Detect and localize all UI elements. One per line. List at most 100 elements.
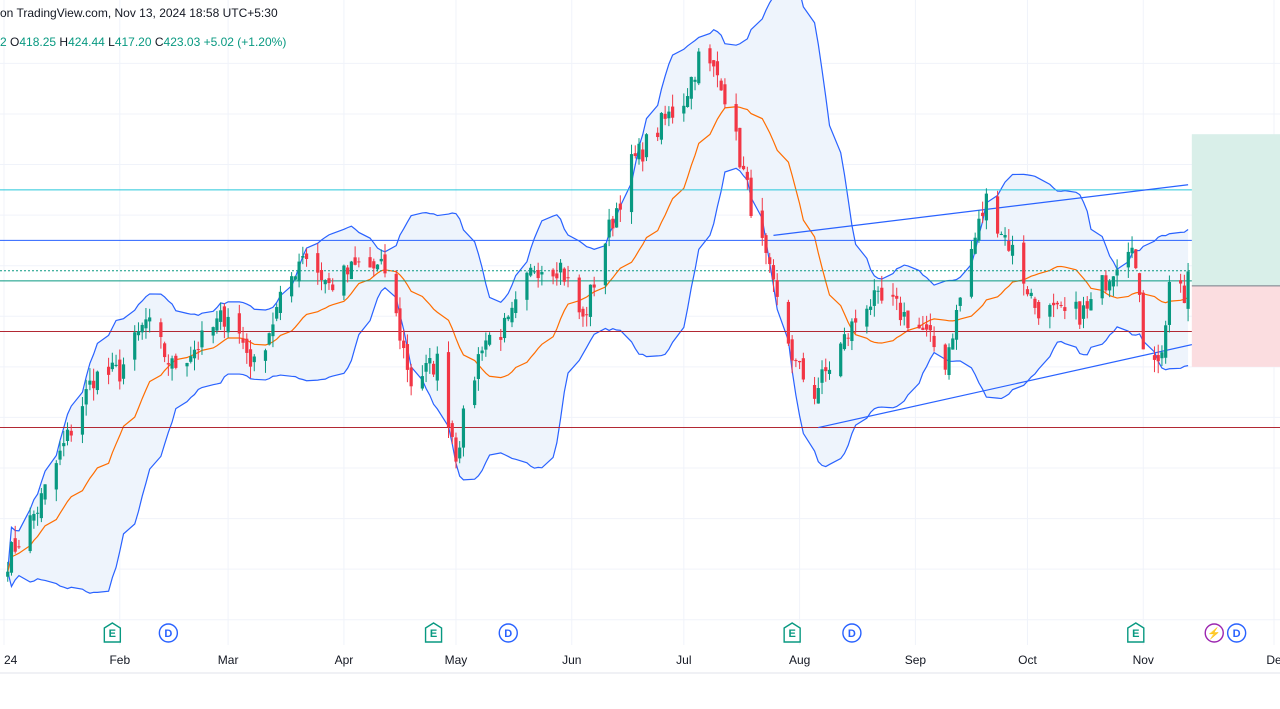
candle[interactable] [786, 299, 791, 346]
candle[interactable] [868, 299, 873, 316]
candle[interactable] [323, 279, 327, 294]
candle[interactable] [902, 302, 906, 326]
candle[interactable] [458, 441, 462, 464]
candle[interactable] [969, 240, 974, 299]
candle[interactable] [1130, 236, 1134, 259]
candle[interactable] [473, 376, 477, 409]
candle[interactable] [502, 312, 507, 343]
candle[interactable] [689, 76, 693, 110]
candle[interactable] [80, 397, 85, 444]
candle[interactable] [734, 93, 738, 141]
candle[interactable] [768, 252, 772, 273]
candle[interactable] [585, 306, 589, 327]
candle[interactable] [17, 539, 21, 549]
candle[interactable] [801, 352, 805, 383]
candle[interactable] [588, 284, 593, 327]
candle[interactable] [185, 362, 189, 377]
candle[interactable] [293, 275, 297, 281]
candle[interactable] [614, 202, 619, 228]
candle[interactable] [454, 432, 458, 469]
candle[interactable] [405, 334, 410, 383]
candle[interactable] [480, 346, 484, 361]
candle[interactable] [6, 561, 10, 582]
candle[interactable] [865, 305, 869, 334]
candle[interactable] [9, 541, 14, 576]
candle[interactable] [170, 355, 174, 381]
candle[interactable] [222, 303, 226, 339]
candle[interactable] [820, 360, 824, 395]
candle[interactable] [1055, 300, 1059, 310]
candle[interactable] [148, 308, 152, 333]
candle[interactable] [476, 347, 480, 391]
candle[interactable] [368, 247, 372, 268]
candle[interactable] [846, 333, 850, 347]
candle[interactable] [928, 313, 932, 342]
candle[interactable] [951, 333, 955, 350]
candle[interactable] [394, 270, 398, 317]
split-marker[interactable]: ⚡ [1204, 623, 1224, 643]
candle[interactable] [1052, 293, 1056, 318]
candle[interactable] [211, 326, 215, 344]
candle[interactable] [749, 169, 753, 218]
candle[interactable] [715, 51, 720, 88]
candle[interactable] [192, 340, 197, 371]
candle[interactable] [1115, 259, 1119, 287]
candle[interactable] [790, 335, 794, 374]
candle[interactable] [663, 105, 667, 126]
candle[interactable] [954, 304, 959, 350]
candle[interactable] [140, 322, 144, 340]
candle[interactable] [372, 258, 376, 277]
candle[interactable] [921, 315, 925, 331]
candle[interactable] [106, 357, 111, 385]
candle[interactable] [581, 306, 585, 327]
candle[interactable] [816, 377, 820, 404]
candle[interactable] [110, 352, 114, 372]
candle[interactable] [65, 422, 70, 446]
candle[interactable] [450, 420, 454, 445]
candle[interactable] [1141, 290, 1145, 350]
candle[interactable] [872, 279, 876, 317]
candle[interactable] [1025, 286, 1030, 297]
candle[interactable] [824, 358, 828, 382]
candle[interactable] [353, 246, 357, 266]
candle[interactable] [1037, 300, 1041, 325]
candle[interactable] [1074, 291, 1078, 320]
candle[interactable] [562, 267, 566, 286]
candle[interactable] [667, 106, 671, 127]
candle[interactable] [409, 363, 413, 396]
candle[interactable] [1152, 346, 1157, 373]
candle[interactable] [723, 78, 727, 108]
candle[interactable] [641, 142, 645, 172]
candle[interactable] [514, 291, 518, 319]
candle[interactable] [379, 249, 383, 265]
candle[interactable] [1134, 248, 1138, 270]
candle[interactable] [263, 348, 268, 373]
candle[interactable] [174, 353, 178, 370]
candle[interactable] [693, 76, 697, 91]
candle[interactable] [316, 243, 320, 285]
candle[interactable] [697, 48, 701, 86]
earnings-marker[interactable]: E [103, 622, 122, 643]
candle[interactable] [984, 188, 988, 230]
candle[interactable] [719, 78, 723, 91]
candle[interactable] [28, 507, 32, 554]
candle[interactable] [1010, 235, 1015, 265]
candle[interactable] [551, 268, 555, 285]
candle[interactable] [850, 318, 854, 351]
candle[interactable] [446, 341, 451, 439]
candle[interactable] [402, 329, 406, 359]
candle[interactable] [241, 326, 245, 350]
candle[interactable] [136, 322, 141, 341]
candle[interactable] [39, 487, 43, 523]
candle[interactable] [629, 144, 634, 224]
candle[interactable] [685, 88, 690, 108]
candle[interactable] [297, 253, 301, 288]
candle[interactable] [166, 354, 170, 376]
candle[interactable] [637, 138, 641, 165]
candle[interactable] [383, 244, 387, 278]
candle[interactable] [943, 343, 947, 375]
candle[interactable] [375, 264, 380, 272]
candle[interactable] [592, 276, 596, 297]
candle[interactable] [659, 112, 664, 145]
candle[interactable] [159, 318, 163, 349]
